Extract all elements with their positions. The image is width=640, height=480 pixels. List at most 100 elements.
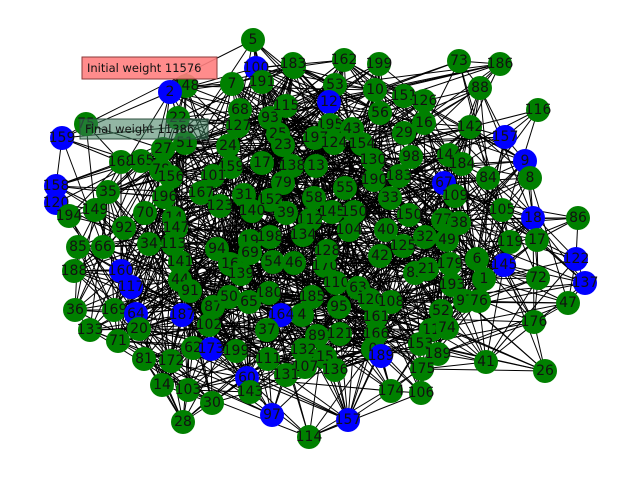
node-label: 165 [128, 153, 155, 169]
node-circle [257, 281, 281, 305]
graph-node: 153 [407, 332, 433, 356]
node-circle [443, 184, 467, 208]
graph-node: 7 [220, 72, 244, 96]
node-label: 50 [220, 289, 238, 305]
graph-node: 18 [521, 206, 545, 230]
node-label: 168 [108, 154, 135, 170]
graph-node: 185 [299, 285, 325, 309]
node-label: 186 [487, 56, 514, 72]
node-label: 131 [273, 367, 300, 383]
node-circle [208, 194, 232, 218]
node-label: 150 [396, 207, 423, 223]
node-circle [159, 165, 183, 189]
node-circle [197, 313, 221, 337]
graph-node: 4 [290, 303, 314, 327]
graph-node: 21 [415, 257, 439, 281]
graph-node: 157 [492, 125, 518, 149]
graph-node: 130 [360, 148, 387, 172]
graph-node: 157 [335, 408, 361, 432]
node-label: 130 [360, 152, 387, 168]
node-circle [438, 252, 462, 276]
graph-node: 50 [217, 285, 241, 309]
node-circle [137, 232, 161, 256]
node-circle [216, 134, 240, 158]
graph-node: 175 [409, 357, 435, 381]
node-label: 91 [181, 283, 199, 299]
node-label: 97 [263, 407, 281, 423]
graph-node: 117 [118, 275, 144, 299]
node-circle [435, 228, 459, 252]
graph-node: 179 [437, 252, 463, 276]
node-circle [220, 72, 244, 96]
graph-edge [246, 377, 349, 421]
node-circle [564, 247, 588, 271]
graph-node: 86 [566, 206, 590, 230]
graph-node: 84 [476, 166, 500, 190]
graph-node: 139 [228, 262, 254, 286]
graph-node: 41 [474, 350, 498, 374]
node-circle [181, 336, 205, 360]
node-circle [472, 267, 496, 291]
node-circle [291, 223, 315, 247]
graph-node: 79 [271, 171, 295, 195]
node-label: 79 [274, 175, 292, 191]
graph-node: 110 [323, 271, 349, 295]
graph-node: 165 [128, 149, 155, 173]
graph-node: 176 [521, 310, 547, 334]
graph-node: 71 [106, 329, 130, 353]
node-label: 31 [235, 187, 253, 203]
graph-edge [437, 321, 535, 355]
node-label: 114 [296, 429, 323, 445]
node-label: 108 [378, 294, 405, 310]
node-label: 120 [357, 292, 384, 308]
graph-node: 198 [257, 225, 283, 249]
node-circle [342, 200, 366, 224]
node-circle [409, 381, 433, 405]
node-label: 195 [317, 117, 344, 133]
node-label: 98 [402, 149, 420, 165]
graph-node: 143 [237, 380, 264, 404]
graph-edge [390, 282, 586, 303]
node-label: 38 [450, 215, 468, 231]
node-circle [315, 239, 339, 263]
node-circle [50, 126, 74, 150]
graph-edge [138, 296, 313, 330]
node-circle [488, 52, 512, 76]
node-circle [250, 70, 274, 94]
graph-node: 58 [302, 186, 326, 210]
node-label: 124 [321, 135, 348, 151]
node-circle [525, 228, 549, 252]
node-circle [328, 322, 352, 346]
node-circle [374, 218, 398, 242]
graph-node: 162 [331, 48, 357, 72]
node-circle [556, 291, 580, 315]
node-circle [158, 80, 182, 104]
node-circle [399, 145, 423, 169]
graph-edge [219, 205, 304, 236]
graph-edge [177, 117, 405, 134]
graph-node: 38 [447, 211, 471, 235]
node-circle [300, 285, 324, 309]
node-label: 128 [314, 243, 341, 259]
node-circle [450, 152, 474, 176]
node-label: 17 [528, 232, 546, 248]
graph-node: 106 [408, 381, 434, 405]
graph-edge [483, 278, 569, 304]
graph-edge [169, 91, 263, 164]
node-circle [526, 98, 550, 122]
node-label: 7 [228, 76, 237, 92]
node-circle [302, 186, 326, 210]
node-label: 169 [101, 302, 128, 318]
graph-node: 124 [321, 131, 348, 155]
node-label: 142 [457, 119, 484, 135]
graph-node: 74 [435, 316, 459, 340]
node-circle [333, 176, 357, 200]
node-circle [271, 133, 295, 157]
node-label: 143 [237, 384, 264, 400]
node-circle [258, 225, 282, 249]
node-label: 73 [450, 53, 468, 69]
node-circle [250, 151, 274, 175]
graph-edge [77, 246, 115, 311]
node-label: 74 [438, 320, 456, 336]
graph-node: 159 [218, 155, 244, 179]
